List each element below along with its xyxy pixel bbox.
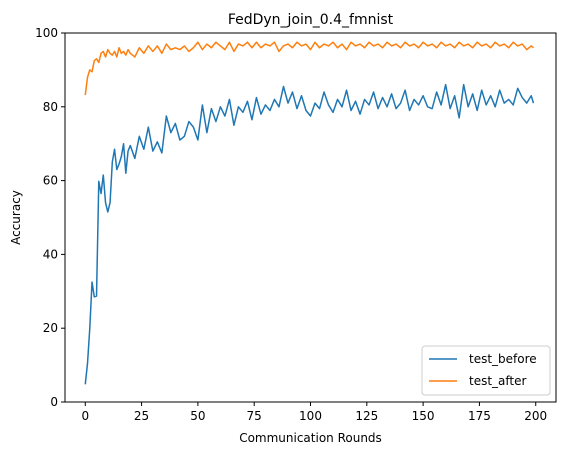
x-tick-label: 200: [524, 409, 547, 423]
y-tick-label: 60: [43, 174, 58, 188]
series-line-test-before: [84, 83, 535, 385]
series-layer: [84, 41, 535, 385]
y-tick-label: 80: [43, 100, 58, 114]
y-tick-label: 20: [43, 321, 58, 335]
x-tick-label: 0: [81, 409, 89, 423]
legend-label-test-after: test_after: [469, 374, 527, 388]
legend-label-test-before: test_before: [469, 352, 537, 366]
y-tick-label: 100: [35, 26, 58, 40]
y-axis: 0 20 40 60 80 100: [35, 26, 65, 409]
y-axis-label: Accuracy: [9, 190, 23, 245]
x-axis-label: Communication Rounds: [239, 431, 382, 445]
x-tick-label: 25: [134, 409, 149, 423]
y-tick-label: 40: [43, 247, 58, 261]
x-tick-label: 125: [355, 409, 378, 423]
x-tick-label: 100: [299, 409, 322, 423]
series-line-test-after: [84, 41, 534, 96]
x-axis: 0 25 50 75 100 125 150 175 200: [81, 402, 547, 423]
legend: test_before test_after: [421, 345, 551, 396]
x-tick-label: 50: [190, 409, 205, 423]
y-tick-label: 0: [50, 395, 58, 409]
x-tick-label: 150: [412, 409, 435, 423]
x-tick-label: 75: [247, 409, 262, 423]
chart-title: FedDyn_join_0.4_fmnist: [228, 12, 394, 28]
x-tick-label: 175: [468, 409, 491, 423]
